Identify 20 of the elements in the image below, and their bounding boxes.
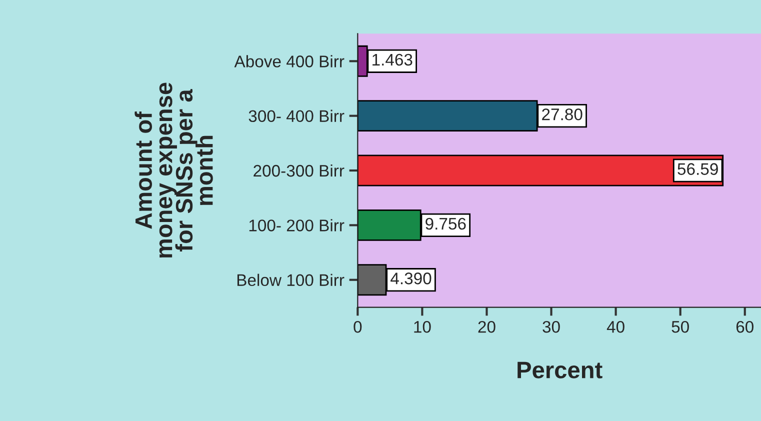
y-axis-title: Amount of money expense for SNSs per a month: [134, 82, 213, 258]
data-label: 1.463: [372, 54, 412, 66]
data-label: 9.756: [426, 218, 466, 230]
data-label: 4.390: [390, 272, 432, 284]
data-label: 56.59: [678, 163, 718, 175]
x-tick-label: 40: [606, 320, 624, 333]
x-axis-title: Percent: [518, 362, 602, 378]
bar: [358, 154, 724, 186]
y-tick-label: Below 100 Birr: [237, 274, 344, 286]
y-tick-label: 200-300 Birr: [254, 164, 344, 177]
y-tick-label: Above 400 Birr: [234, 55, 344, 68]
x-tick-label: 50: [672, 320, 689, 333]
x-tick-label: 0: [354, 320, 362, 333]
x-tick-label: 60: [736, 320, 754, 333]
data-label: 27.80: [542, 108, 582, 120]
y-tick-label: 100- 200 Birr: [249, 219, 344, 232]
x-tick-label: 30: [542, 320, 560, 333]
x-tick-label: 20: [478, 320, 496, 333]
x-tick-label: 10: [414, 320, 431, 333]
y-tick-label: 300- 400 Birr: [248, 110, 344, 122]
